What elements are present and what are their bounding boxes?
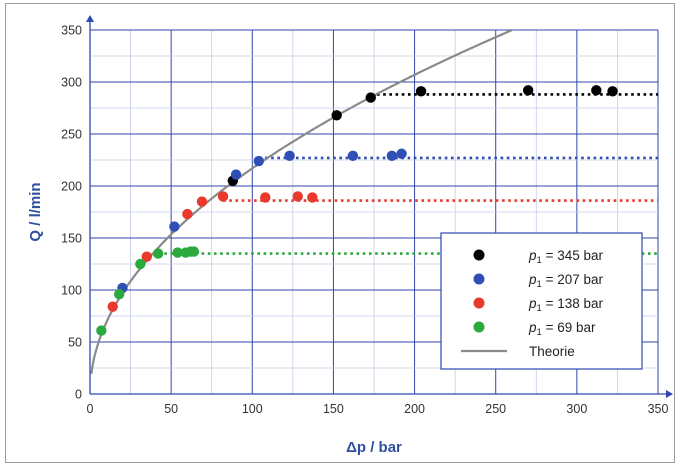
x-tick-label: 150 — [323, 402, 344, 416]
data-point — [217, 191, 229, 202]
y-tick-label: 100 — [61, 284, 82, 298]
data-point — [188, 246, 200, 257]
y-axis-arrow — [86, 15, 94, 22]
legend-marker — [473, 321, 485, 333]
y-tick-label: 300 — [61, 76, 82, 90]
x-tick-label: 200 — [404, 402, 425, 416]
data-point — [365, 92, 376, 103]
data-point — [307, 192, 318, 203]
data-points — [96, 85, 618, 336]
x-tick-label: 250 — [485, 402, 506, 416]
x-tick-label: 300 — [566, 402, 587, 416]
data-point — [522, 85, 534, 96]
data-point — [260, 192, 271, 203]
legend-label: p1 = 69 bar — [528, 320, 596, 338]
y-tick-label: 150 — [61, 232, 82, 246]
y-tick-label: 350 — [61, 24, 82, 38]
y-tick-labels: 0 50 100 150 200 250 300 350 — [61, 24, 82, 402]
x-tick-label: 100 — [242, 402, 263, 416]
data-point — [107, 301, 118, 312]
legend-label: p1 = 138 bar — [528, 296, 603, 314]
data-point — [141, 251, 152, 262]
legend-marker — [473, 249, 485, 261]
x-tick-label: 0 — [87, 402, 94, 416]
data-point — [415, 86, 427, 97]
y-tick-label: 50 — [68, 336, 82, 350]
data-point — [253, 155, 264, 167]
data-point — [230, 169, 242, 180]
legend: p1 = 345 bar p1 = 207 bar p1 = 138 bar p1 =… — [440, 232, 643, 370]
y-axis-label: Q / l/min — [27, 182, 44, 241]
x-tick-label: 50 — [164, 402, 178, 416]
data-point — [284, 150, 295, 162]
y-tick-label: 0 — [75, 388, 82, 402]
x-tick-labels: 0 50 100 150 200 250 300 350 — [87, 402, 669, 416]
data-point — [96, 325, 107, 336]
data-point — [152, 248, 164, 259]
legend-label: p1 = 207 bar — [528, 272, 603, 290]
data-point — [292, 191, 303, 202]
y-tick-label: 250 — [61, 128, 82, 142]
legend-marker — [473, 297, 485, 309]
data-point — [607, 86, 618, 97]
data-point — [331, 110, 342, 121]
data-point — [182, 208, 193, 220]
data-point — [591, 85, 602, 96]
data-point — [347, 150, 359, 162]
data-point — [396, 148, 407, 159]
legend-marker — [473, 273, 485, 285]
data-point — [114, 288, 125, 300]
data-point — [169, 221, 180, 232]
legend-label: p1 = 345 bar — [528, 248, 603, 266]
data-point — [386, 150, 398, 162]
x-axis-label: Δp / bar — [346, 439, 402, 456]
y-tick-label: 200 — [61, 180, 82, 194]
x-axis-arrow — [666, 390, 673, 398]
data-point — [135, 258, 146, 270]
x-tick-label: 350 — [648, 402, 669, 416]
data-point — [172, 247, 183, 258]
legend-theory-label: Theorie — [529, 344, 575, 359]
axes — [86, 15, 673, 398]
data-point — [196, 196, 208, 207]
